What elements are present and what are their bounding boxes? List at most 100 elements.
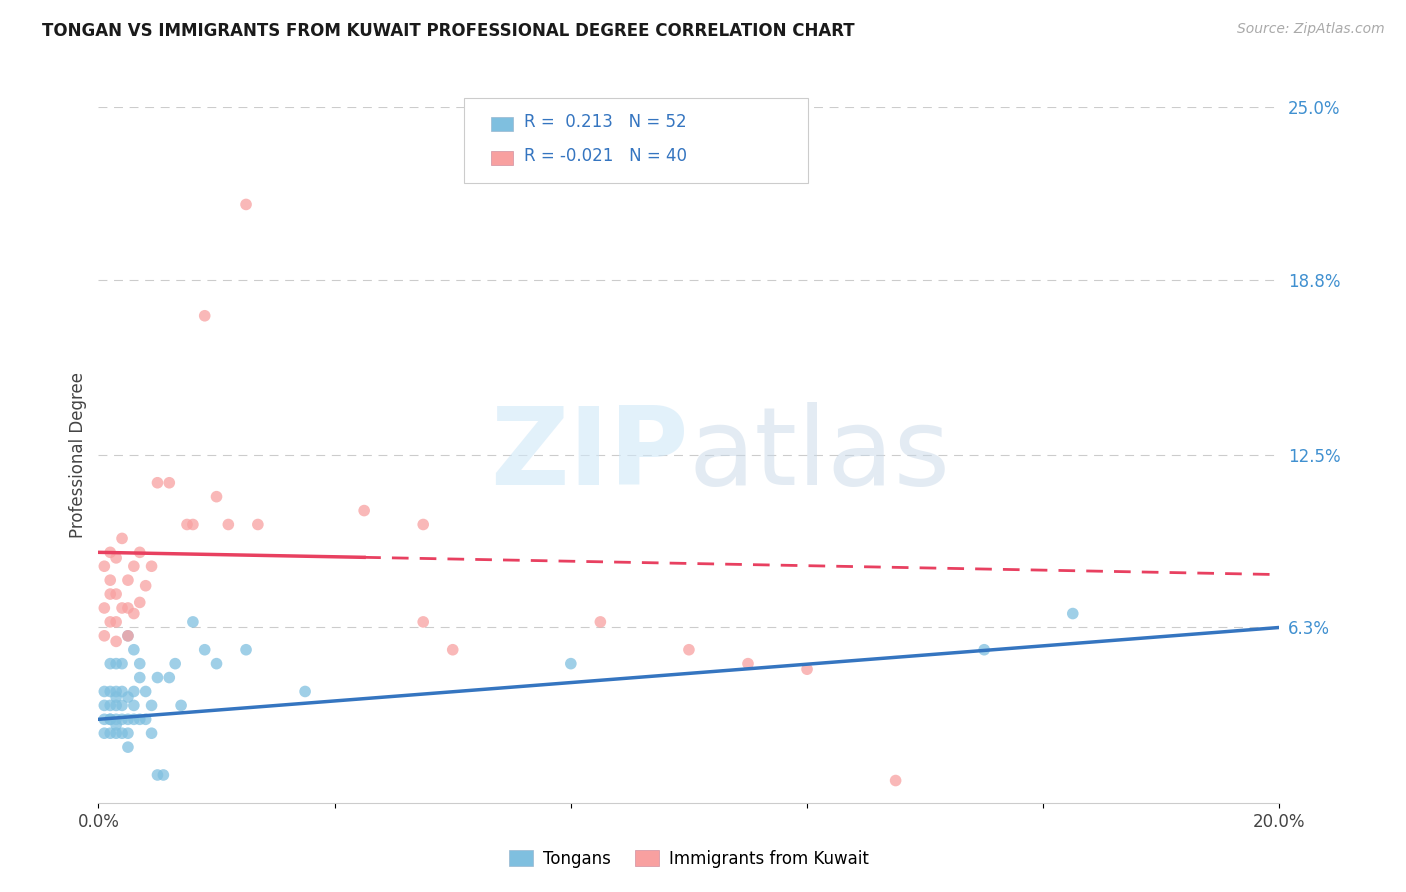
Point xyxy=(217,517,239,532)
Point xyxy=(152,768,174,782)
Text: ZIP: ZIP xyxy=(491,402,689,508)
Point xyxy=(165,657,187,671)
Point xyxy=(117,629,139,643)
Point xyxy=(128,595,150,609)
Point xyxy=(105,690,128,704)
Point xyxy=(93,726,115,740)
Point xyxy=(105,698,128,713)
Point xyxy=(737,657,759,671)
Point xyxy=(98,726,121,740)
Point xyxy=(98,615,121,629)
Point xyxy=(194,309,217,323)
Point xyxy=(246,517,269,532)
Point xyxy=(205,657,228,671)
Point xyxy=(235,197,257,211)
Point xyxy=(105,634,128,648)
Point xyxy=(412,517,434,532)
Point xyxy=(111,532,134,546)
Point xyxy=(122,642,145,657)
Point xyxy=(235,642,257,657)
Point xyxy=(117,726,139,740)
Point xyxy=(105,587,128,601)
Point xyxy=(122,684,145,698)
Point xyxy=(141,698,163,713)
Point xyxy=(111,601,134,615)
Point xyxy=(117,740,139,755)
Point xyxy=(93,684,115,698)
Point xyxy=(205,490,228,504)
Point xyxy=(111,726,134,740)
Text: TONGAN VS IMMIGRANTS FROM KUWAIT PROFESSIONAL DEGREE CORRELATION CHART: TONGAN VS IMMIGRANTS FROM KUWAIT PROFESS… xyxy=(42,22,855,40)
Point xyxy=(157,671,180,685)
Point xyxy=(412,615,434,629)
Point xyxy=(105,718,128,732)
Point xyxy=(117,601,139,615)
Point xyxy=(441,642,464,657)
Point xyxy=(678,642,700,657)
Point xyxy=(170,698,193,713)
Point xyxy=(194,642,217,657)
Point xyxy=(98,587,121,601)
Point xyxy=(181,517,204,532)
Point xyxy=(122,712,145,726)
Point xyxy=(117,573,139,587)
Point xyxy=(135,579,157,593)
Point xyxy=(135,712,157,726)
Point xyxy=(117,629,139,643)
Point xyxy=(141,559,163,574)
Point xyxy=(122,559,145,574)
Point xyxy=(181,615,204,629)
Point xyxy=(128,545,150,559)
Point xyxy=(98,712,121,726)
Point xyxy=(128,712,150,726)
Point xyxy=(93,698,115,713)
Point xyxy=(146,671,169,685)
Point xyxy=(973,642,995,657)
Point xyxy=(98,657,121,671)
Point xyxy=(105,615,128,629)
Point xyxy=(122,698,145,713)
Point xyxy=(105,684,128,698)
Text: Source: ZipAtlas.com: Source: ZipAtlas.com xyxy=(1237,22,1385,37)
Point xyxy=(146,475,169,490)
Point xyxy=(98,684,121,698)
Point xyxy=(128,671,150,685)
Point xyxy=(105,657,128,671)
Text: R =  0.213   N = 52: R = 0.213 N = 52 xyxy=(524,112,688,130)
Point xyxy=(117,712,139,726)
Legend: Tongans, Immigrants from Kuwait: Tongans, Immigrants from Kuwait xyxy=(502,843,876,874)
Text: atlas: atlas xyxy=(689,402,950,508)
Point xyxy=(589,615,612,629)
Point xyxy=(105,712,128,726)
Point xyxy=(93,559,115,574)
Point xyxy=(1062,607,1084,621)
Point xyxy=(111,684,134,698)
Point xyxy=(105,726,128,740)
Point xyxy=(122,607,145,621)
Point xyxy=(93,712,115,726)
Point xyxy=(135,684,157,698)
Point xyxy=(98,573,121,587)
Point xyxy=(560,657,582,671)
Point xyxy=(105,550,128,565)
Point xyxy=(146,768,169,782)
Point xyxy=(141,726,163,740)
Point xyxy=(117,690,139,704)
Point xyxy=(111,698,134,713)
Point xyxy=(98,712,121,726)
Point xyxy=(111,657,134,671)
Point xyxy=(98,545,121,559)
Text: R = -0.021   N = 40: R = -0.021 N = 40 xyxy=(524,146,688,164)
Point xyxy=(353,503,375,517)
Point xyxy=(128,657,150,671)
Point xyxy=(796,662,818,676)
Point xyxy=(111,712,134,726)
Point xyxy=(157,475,180,490)
Point xyxy=(93,629,115,643)
Point xyxy=(176,517,198,532)
Point xyxy=(294,684,316,698)
Point xyxy=(98,698,121,713)
Y-axis label: Professional Degree: Professional Degree xyxy=(69,372,87,538)
Point xyxy=(884,773,907,788)
Point xyxy=(93,601,115,615)
